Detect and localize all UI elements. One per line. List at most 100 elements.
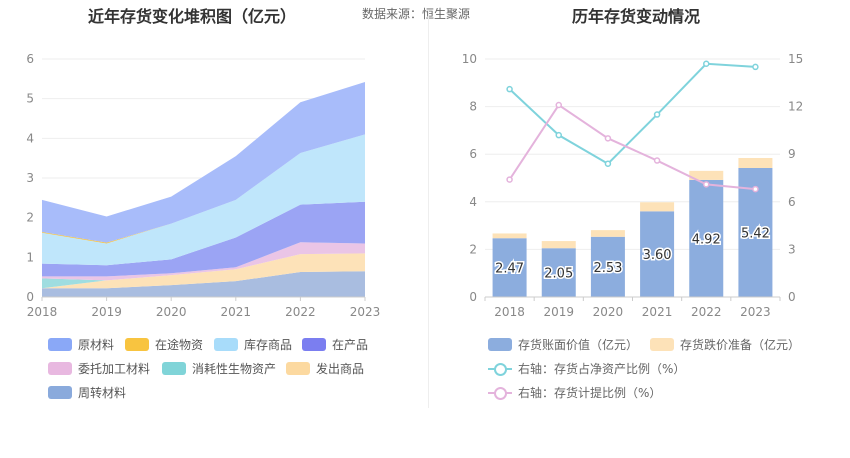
bar-存货跌价准备（亿元） (689, 170, 724, 180)
left-x-tick-label: 2023 (350, 305, 381, 319)
legend-item[interactable]: 存货账面价值（亿元） (488, 336, 638, 353)
bar-存货账面价值（亿元） (689, 179, 724, 297)
legend-swatch (302, 338, 326, 351)
legend-label: 存货账面价值（亿元） (518, 338, 639, 352)
area-委托加工材料 (42, 242, 365, 281)
legend-swatch (48, 362, 72, 375)
legend-item[interactable]: 在产品 (302, 336, 368, 353)
right-x-tick-label: 2018 (494, 305, 525, 319)
legend-label: 在产品 (332, 338, 369, 352)
legend-item[interactable]: 委托加工材料 (48, 360, 150, 377)
right-chart-left-y-tick-label: 10 (462, 52, 477, 66)
legend-label: 右轴：存货占净资产比例（%） (518, 362, 686, 376)
right-chart-left-y-tick-label: 8 (469, 100, 477, 114)
legend-item[interactable]: 原材料 (48, 336, 114, 353)
left-x-tick-label: 2021 (221, 305, 252, 319)
left-x-tick-label: 2022 (285, 305, 316, 319)
legend-label: 在途物资 (155, 338, 204, 352)
left-y-tick-label: 4 (26, 131, 34, 145)
legend-swatch (214, 338, 238, 351)
left-y-tick-label: 1 (26, 250, 34, 264)
legend-item[interactable]: 消耗性生物资产 (162, 360, 276, 377)
left-x-tick-label: 2018 (27, 305, 58, 319)
area-在产品 (42, 201, 365, 277)
area-周转材料 (42, 271, 365, 297)
legend-swatch (488, 362, 512, 376)
bar-存货账面价值（亿元） (640, 211, 675, 297)
right-chart-right-y-tick-label: 12 (788, 100, 803, 114)
legend-swatch (488, 386, 512, 400)
left-x-tick-label: 2020 (156, 305, 187, 319)
bar-value-label: 3.60 (643, 248, 672, 263)
line-point (653, 111, 661, 118)
legend-item[interactable]: 右轴：存货计提比例（%） (488, 384, 661, 401)
left-y-tick-label: 6 (26, 52, 34, 66)
legend-swatch (48, 338, 72, 351)
area-发出商品 (42, 253, 365, 289)
bar-存货账面价值（亿元） (541, 248, 576, 297)
line-point (604, 135, 612, 142)
right-chart-right-y-tick-label: 0 (788, 290, 796, 304)
right-x-tick-label: 2021 (642, 305, 673, 319)
left-chart-title: 近年存货变化堆积图（亿元） (88, 7, 297, 26)
bar-存货跌价准备（亿元） (640, 202, 675, 212)
legend-swatch (125, 338, 149, 351)
legend-label: 库存商品 (244, 338, 293, 352)
left-y-tick-label: 2 (26, 211, 34, 225)
line-point (506, 85, 513, 93)
legend-swatch (162, 362, 186, 375)
line-右轴：存货占净资产比例（%） (508, 62, 756, 165)
right-x-tick-label: 2020 (593, 305, 624, 319)
right-chart-left-y-tick-label: 2 (469, 242, 477, 256)
legend-item[interactable]: 库存商品 (214, 336, 292, 353)
bar-存货账面价值（亿元） (590, 236, 625, 297)
legend-label: 存货跌价准备（亿元） (680, 338, 801, 352)
area-库存商品 (42, 134, 365, 266)
legend-label: 右轴：存货计提比例（%） (518, 386, 662, 400)
bar-value-label: 2.05 (544, 267, 573, 282)
legend-item[interactable]: 发出商品 (286, 360, 364, 377)
right-chart-left-y-tick-label: 0 (469, 290, 477, 304)
bar-存货跌价准备（亿元） (590, 230, 625, 237)
data-source-note: 数据来源：恒生聚源 (362, 7, 471, 21)
right-chart-title: 历年存货变动情况 (572, 7, 701, 26)
left-x-tick-label: 2019 (91, 305, 122, 319)
legend-swatch (286, 362, 310, 375)
right-chart-right-y-tick-label: 15 (788, 52, 803, 66)
left-y-tick-label: 3 (26, 171, 34, 185)
bar-value-label: 4.92 (692, 232, 721, 247)
right-chart-right-y-tick-label: 3 (788, 242, 796, 256)
legend-swatch (48, 386, 72, 399)
bar-value-label: 2.47 (495, 262, 524, 277)
legend-label: 委托加工材料 (78, 362, 151, 376)
line-point (506, 176, 513, 183)
legend-label: 发出商品 (316, 362, 365, 376)
bar-存货跌价准备（亿元） (492, 233, 527, 239)
legend-label: 消耗性生物资产 (192, 362, 277, 376)
line-point (555, 131, 562, 139)
legend-item[interactable]: 周转材料 (48, 384, 126, 401)
line-point (555, 101, 562, 109)
bar-存货账面价值（亿元） (492, 238, 527, 297)
bar-value-label: 5.42 (741, 227, 770, 242)
right-x-tick-label: 2019 (543, 305, 574, 319)
line-point (653, 157, 661, 164)
legend-swatch (488, 338, 512, 351)
bar-存货跌价准备（亿元） (541, 241, 576, 249)
left-y-tick-label: 0 (26, 290, 34, 304)
legend-item[interactable]: 在途物资 (125, 336, 203, 353)
right-chart-left-y-tick-label: 6 (469, 147, 477, 161)
bar-存货跌价准备（亿元） (738, 158, 773, 169)
legend-item[interactable]: 存货跌价准备（亿元） (650, 336, 800, 353)
line-point (703, 181, 710, 188)
legend-swatch (650, 338, 674, 351)
right-x-tick-label: 2023 (740, 305, 771, 319)
line-右轴：存货计提比例（%） (508, 103, 756, 191)
line-point (604, 160, 612, 167)
right-chart-left-y-tick-label: 4 (469, 195, 477, 209)
left-y-tick-label: 5 (26, 92, 34, 106)
line-point (752, 63, 759, 71)
legend-item[interactable]: 右轴：存货占净资产比例（%） (488, 360, 685, 377)
legend-label: 原材料 (78, 338, 115, 352)
